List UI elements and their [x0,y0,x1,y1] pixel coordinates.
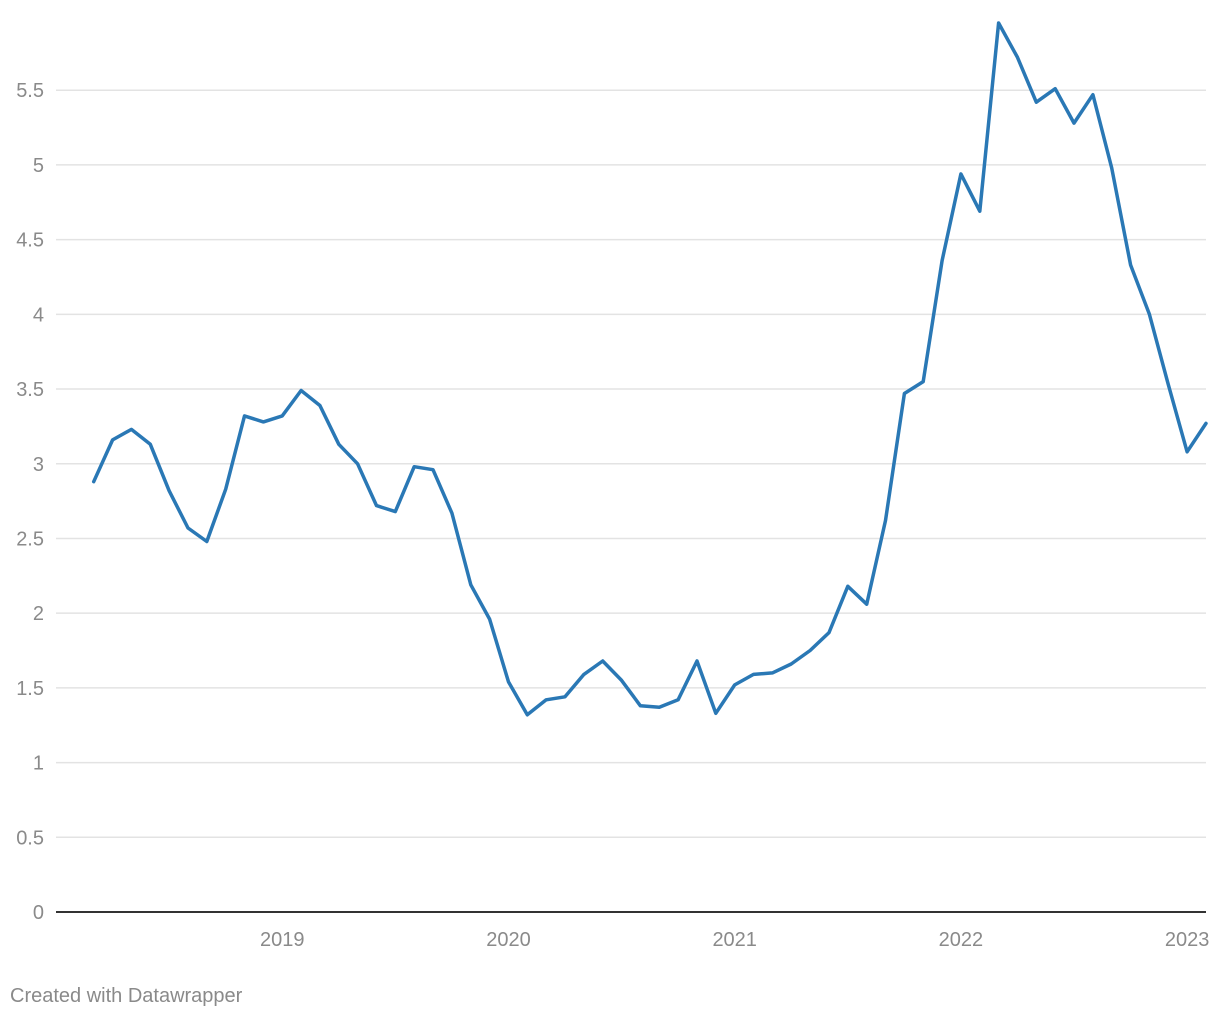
y-tick-label: 4 [33,304,44,326]
y-tick-label: 4.5 [16,230,44,252]
x-tick-label: 2019 [260,929,305,951]
y-tick-label: 1 [33,753,44,775]
y-tick-label: 5 [33,155,44,177]
x-tick-label: 2021 [712,929,757,951]
y-tick-label: 2.5 [16,528,44,550]
y-tick-label: 1.5 [16,678,44,700]
x-tick-label: 2022 [939,929,984,951]
chart-credit: Created with Datawrapper [10,985,243,1007]
gridlines [56,89,1206,839]
y-axis-tick-labels: 0 0.5 1 1.5 2 2.5 3 3.5 4 4.5 5 5.5 [16,80,44,924]
x-tick-label: 2020 [486,929,531,951]
y-tick-label: 2 [33,603,44,625]
y-tick-label: 3.5 [16,379,44,401]
x-tick-label: 2023 [1165,929,1210,951]
series-layer [91,21,1208,717]
y-tick-label: 0.5 [16,827,44,849]
y-tick-label: 3 [33,454,44,476]
y-tick-label: 5.5 [16,80,44,102]
series-line [91,21,1208,717]
x-axis-tick-labels: 2019 2020 2021 2022 2023 [260,929,1209,951]
y-tick-label: 0 [33,902,44,924]
